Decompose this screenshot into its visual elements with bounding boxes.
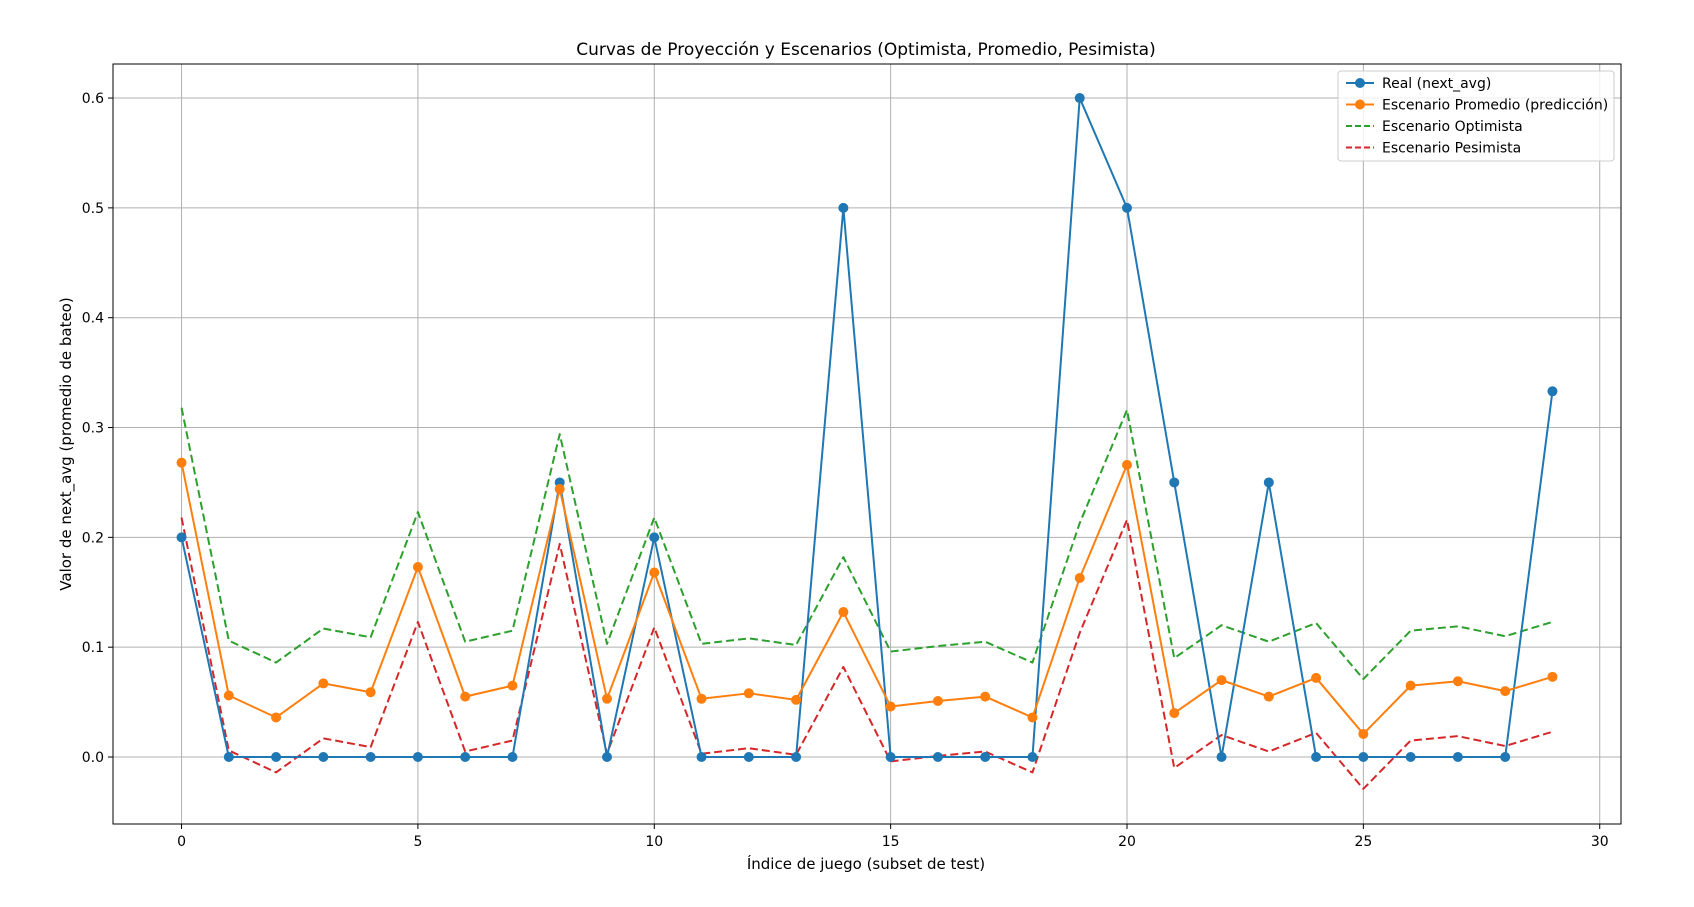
data-point — [649, 567, 660, 578]
legend-box — [1337, 70, 1615, 162]
data-point — [365, 687, 376, 698]
legend-marker — [1355, 78, 1365, 88]
legend-label: Escenario Pesimista — [1382, 141, 1521, 157]
data-point — [554, 484, 565, 495]
data-point — [1027, 712, 1038, 723]
data-point — [223, 752, 234, 763]
data-point — [1027, 752, 1038, 763]
data-point — [885, 752, 896, 763]
data-point — [1500, 686, 1511, 697]
data-point — [223, 690, 234, 701]
data-point — [1122, 459, 1132, 470]
y-tick-label: 0.3 — [82, 421, 104, 437]
data-point — [1216, 752, 1227, 763]
x-axis-label: Índice de juego (subset de test) — [747, 854, 985, 873]
data-point — [412, 752, 423, 763]
data-point — [885, 701, 896, 712]
plot-area-frame — [112, 63, 1622, 825]
series-1 — [176, 457, 1558, 739]
data-point — [1500, 752, 1511, 763]
series-line — [180, 462, 1553, 735]
data-point — [1122, 202, 1132, 213]
y-axis-label: Valor de next_avg (promedio de bateo) — [57, 297, 76, 590]
data-point — [1074, 93, 1085, 104]
series-2 — [180, 407, 1553, 681]
legend-label: Real (next_avg) — [1382, 76, 1491, 92]
data-point — [602, 693, 612, 704]
data-point — [791, 694, 802, 705]
legend: Real (next_avg) Escenario Promedio (predi… — [1337, 70, 1615, 162]
data-point — [696, 752, 707, 763]
series-line — [180, 517, 1553, 790]
y-tick-label: 0.6 — [82, 91, 104, 107]
series-line — [180, 407, 1553, 681]
data-point — [696, 693, 707, 704]
data-point — [176, 532, 187, 543]
data-point — [1263, 691, 1274, 702]
data-point — [507, 752, 518, 763]
y-tick-label: 0.0 — [82, 750, 104, 766]
data-point — [318, 678, 329, 689]
data-point — [1074, 572, 1085, 583]
y-tick-label: 0.2 — [82, 530, 104, 546]
data-point — [460, 752, 471, 763]
x-tick-label: 10 — [645, 834, 663, 850]
data-point — [318, 752, 329, 763]
data-point — [1547, 671, 1558, 682]
data-point — [838, 202, 849, 213]
data-point — [838, 607, 849, 618]
data-point — [1405, 680, 1416, 691]
data-point — [1358, 728, 1369, 739]
data-point — [1311, 752, 1322, 763]
data-point — [1216, 675, 1227, 686]
data-point — [271, 752, 282, 763]
data-point — [602, 752, 612, 763]
legend-marker — [1355, 99, 1365, 110]
x-tick-label: 25 — [1354, 834, 1372, 850]
data-point — [743, 752, 754, 763]
data-point — [1405, 752, 1416, 763]
data-point — [507, 680, 518, 691]
data-point — [460, 691, 471, 702]
legend-label: Escenario Optimista — [1382, 119, 1523, 135]
x-tick-label: 20 — [1118, 834, 1136, 850]
x-tick-label: 30 — [1591, 834, 1609, 850]
series-layer — [176, 93, 1558, 790]
data-point — [1169, 708, 1180, 719]
x-tick-label: 5 — [413, 834, 422, 850]
data-point — [1169, 477, 1180, 488]
data-point — [1452, 752, 1463, 763]
data-point — [365, 752, 376, 763]
data-point — [932, 752, 943, 763]
data-point — [649, 532, 660, 543]
chart-title: Curvas de Proyección y Escenarios (Optim… — [576, 40, 1155, 60]
data-point — [1358, 752, 1369, 763]
legend-label: Escenario Promedio (predicción) — [1382, 98, 1608, 114]
x-tick-label: 15 — [882, 834, 900, 850]
data-point — [743, 688, 754, 699]
data-point — [1452, 676, 1463, 687]
y-tick-label: 0.5 — [82, 201, 104, 217]
series-line — [180, 97, 1554, 759]
data-point — [1547, 386, 1558, 397]
data-point — [412, 562, 423, 573]
data-point — [271, 712, 282, 723]
data-point — [176, 457, 187, 468]
data-point — [791, 752, 802, 763]
data-point — [980, 752, 991, 763]
y-tick-label: 0.4 — [82, 311, 104, 327]
series-0 — [176, 93, 1558, 763]
y-tick-label: 0.1 — [82, 640, 104, 656]
x-axis: 0 5 10 15 20 25 30 — [177, 824, 1609, 850]
data-point — [1311, 672, 1322, 683]
data-point — [932, 695, 943, 706]
series-3 — [180, 517, 1553, 790]
data-point — [980, 691, 991, 702]
y-axis: 0.0 0.1 0.2 0.3 0.4 0.5 0.6 — [82, 91, 113, 766]
data-point — [1263, 477, 1274, 488]
x-tick-label: 0 — [177, 834, 186, 850]
